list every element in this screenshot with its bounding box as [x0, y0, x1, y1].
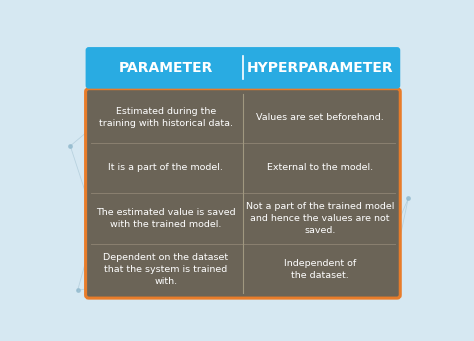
Text: Not a part of the trained model
and hence the values are not
saved.: Not a part of the trained model and henc… [246, 202, 394, 235]
Text: Dependent on the dataset
that the system is trained
with.: Dependent on the dataset that the system… [103, 253, 228, 286]
Text: PARAMETER: PARAMETER [118, 61, 213, 75]
Text: The estimated value is saved
with the trained model.: The estimated value is saved with the tr… [96, 208, 236, 229]
Text: Independent of
the dataset.: Independent of the dataset. [284, 259, 356, 280]
Text: External to the model.: External to the model. [267, 163, 373, 173]
Text: Estimated during the
training with historical data.: Estimated during the training with histo… [99, 107, 233, 128]
Text: HYPERPARAMETER: HYPERPARAMETER [247, 61, 393, 75]
FancyBboxPatch shape [86, 89, 400, 298]
FancyBboxPatch shape [86, 47, 400, 89]
Text: It is a part of the model.: It is a part of the model. [109, 163, 223, 173]
Text: Values are set beforehand.: Values are set beforehand. [256, 113, 384, 122]
